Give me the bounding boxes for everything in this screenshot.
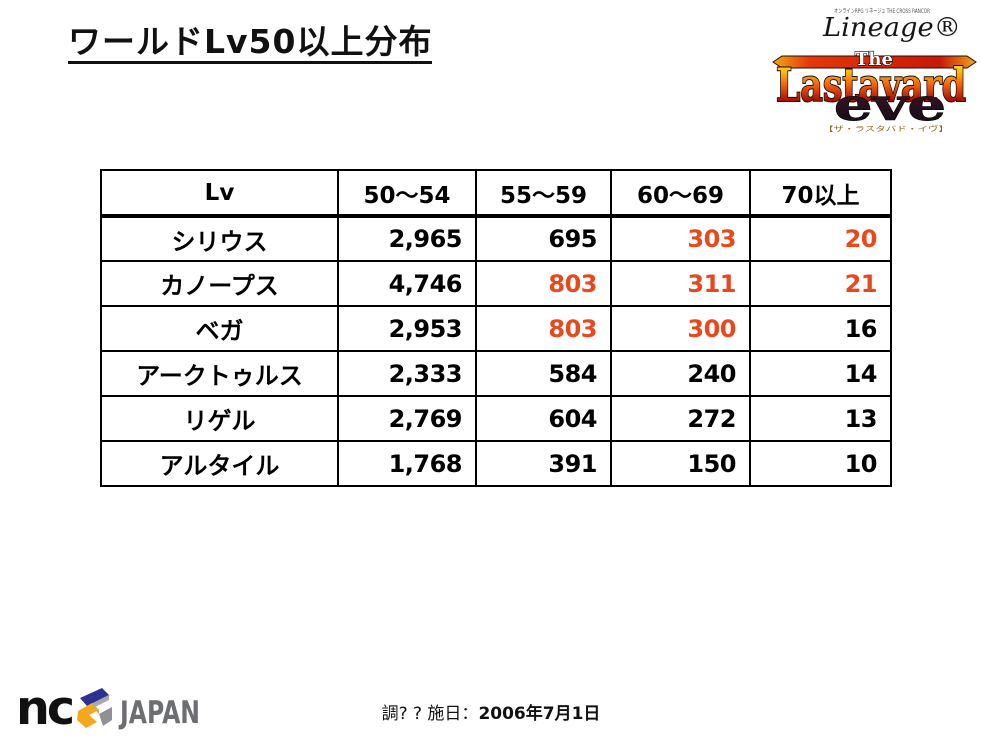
logo-the: The [855,49,893,70]
ncjapan-logo: nc JAPAN [16,684,200,732]
level-distribution-table: Lv 50～54 55～59 60～69 70以上 シリウス 2,965 695… [100,169,892,487]
survey-date-line: 調? ? 施日：2006年7月1日 [0,699,982,724]
value-cell: 391 [475,440,612,487]
table-row: カノープス 4,746 803 311 21 [100,260,892,307]
table-row: シリウス 2,965 695 303 20 [100,215,892,262]
value-cell: 21 [749,260,892,307]
value-cell: 13 [749,395,892,442]
value-cell: 300 [610,305,751,352]
logo-caption: 【ザ・ラスタバド・イヴ】 [823,124,949,133]
value-cell: 4,746 [337,260,477,307]
world-name-cell: アークトゥルス [100,350,339,397]
table-header-row: Lv 50～54 55～59 60～69 70以上 [100,169,892,218]
crossguard-bar [772,55,977,69]
value-cell: 803 [475,305,612,352]
world-name-cell: カノープス [100,260,339,307]
value-cell: 584 [475,350,612,397]
value-cell: 150 [610,440,751,487]
value-cell: 803 [475,260,612,307]
value-cell: 604 [475,395,612,442]
lineage-tagline: オンラインRPG リネージュ THE CROSS RANCOR [834,8,930,15]
world-name-cell: リゲル [100,395,339,442]
value-cell: 16 [749,305,892,352]
value-cell: 311 [610,260,751,307]
value-cell: 1,768 [337,440,477,487]
value-cell: 303 [610,215,751,262]
table-row: アークトゥルス 2,333 584 240 14 [100,350,892,397]
world-name-cell: アルタイル [100,440,339,487]
value-cell: 272 [610,395,751,442]
header-cell-70plus: 70以上 [749,169,892,218]
survey-date-value: 2006年7月1日 [478,704,601,724]
japan-logo-text: JAPAN [118,695,200,731]
logo-eve: eve [834,80,946,131]
nc-logo-text: nc [16,684,72,732]
table-row: アルタイル 1,768 391 150 10 [100,440,892,487]
value-cell: 2,953 [337,305,477,352]
world-name-cell: シリウス [100,215,339,262]
value-cell: 14 [749,350,892,397]
lineage-lastavard-logo: オンラインRPG リネージュ THE CROSS RANCOR Lineage®… [772,8,977,133]
table-row: リゲル 2,769 604 272 13 [100,395,892,442]
logo-lastavard: Lastavard [776,58,966,112]
value-cell: 2,965 [337,215,477,262]
value-cell: 2,769 [337,395,477,442]
value-cell: 240 [610,350,751,397]
header-cell-lv: Lv [100,169,339,218]
header-cell-50-54: 50～54 [337,169,477,218]
value-cell: 695 [475,215,612,262]
lineage-script-logo: Lineage® [822,13,961,43]
value-cell: 2,333 [337,350,477,397]
header-cell-60-69: 60～69 [610,169,751,218]
world-name-cell: ベガ [100,305,339,352]
header-cell-55-59: 55～59 [475,169,612,218]
survey-date-caption: 調? ? 施日： [381,704,479,724]
nc-cube-icon [77,688,112,728]
table-row: ベガ 2,953 803 300 16 [100,305,892,352]
value-cell: 20 [749,215,892,262]
page-title: ワールドLv50以上分布 [68,23,433,65]
value-cell: 10 [749,440,892,487]
